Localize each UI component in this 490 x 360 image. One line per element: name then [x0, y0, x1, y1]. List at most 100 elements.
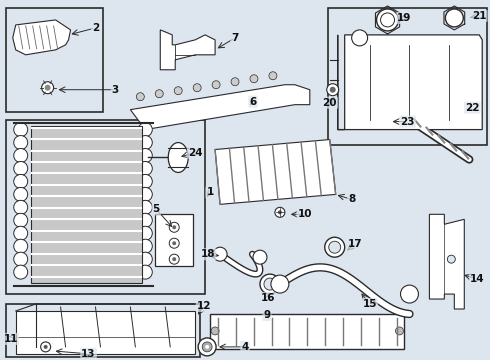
- Circle shape: [395, 327, 403, 335]
- Circle shape: [14, 265, 28, 279]
- Text: 20: 20: [322, 98, 337, 108]
- Circle shape: [169, 254, 179, 264]
- Text: 8: 8: [348, 194, 355, 204]
- Circle shape: [136, 93, 145, 101]
- Circle shape: [202, 342, 212, 352]
- Text: 6: 6: [249, 97, 257, 107]
- Circle shape: [138, 149, 152, 162]
- Circle shape: [14, 239, 28, 253]
- Circle shape: [138, 226, 152, 240]
- Text: 15: 15: [362, 299, 377, 309]
- Circle shape: [352, 30, 368, 46]
- Circle shape: [138, 162, 152, 175]
- Circle shape: [172, 225, 176, 229]
- Text: 3: 3: [112, 85, 119, 95]
- Text: 5: 5: [153, 204, 160, 214]
- Bar: [31, 126, 142, 283]
- Circle shape: [445, 9, 464, 27]
- Circle shape: [138, 265, 152, 279]
- Circle shape: [138, 123, 152, 136]
- Circle shape: [138, 239, 152, 253]
- Circle shape: [14, 149, 28, 162]
- Circle shape: [371, 112, 388, 127]
- Polygon shape: [130, 85, 310, 130]
- Circle shape: [211, 327, 219, 335]
- Text: 21: 21: [472, 11, 487, 21]
- Circle shape: [330, 87, 336, 93]
- Circle shape: [260, 274, 280, 294]
- Circle shape: [325, 237, 344, 257]
- Bar: [155, 214, 193, 266]
- Circle shape: [174, 87, 182, 95]
- Circle shape: [14, 175, 28, 188]
- Circle shape: [447, 255, 455, 263]
- Circle shape: [212, 81, 220, 89]
- Circle shape: [138, 188, 152, 201]
- Text: 16: 16: [261, 293, 275, 303]
- Circle shape: [278, 210, 282, 214]
- Bar: [6, 120, 205, 294]
- Polygon shape: [16, 311, 195, 354]
- Circle shape: [172, 241, 176, 245]
- Circle shape: [138, 252, 152, 266]
- Polygon shape: [13, 20, 71, 55]
- Circle shape: [138, 175, 152, 188]
- Ellipse shape: [168, 143, 188, 172]
- Circle shape: [155, 90, 163, 98]
- Polygon shape: [160, 30, 215, 70]
- Circle shape: [329, 241, 341, 253]
- Circle shape: [14, 213, 28, 227]
- Circle shape: [264, 278, 276, 290]
- Circle shape: [138, 201, 152, 214]
- Circle shape: [193, 84, 201, 92]
- Text: 23: 23: [400, 117, 415, 127]
- Text: 19: 19: [397, 13, 412, 23]
- Circle shape: [250, 75, 258, 83]
- Text: 18: 18: [201, 249, 216, 259]
- Bar: [6, 8, 103, 112]
- Circle shape: [138, 136, 152, 149]
- Circle shape: [172, 257, 176, 261]
- Text: 10: 10: [297, 209, 312, 219]
- Text: 13: 13: [81, 349, 96, 359]
- Circle shape: [14, 162, 28, 175]
- Circle shape: [198, 338, 216, 356]
- Circle shape: [14, 252, 28, 266]
- Circle shape: [41, 342, 50, 352]
- Text: 7: 7: [231, 33, 239, 43]
- Text: 1: 1: [206, 188, 214, 197]
- Circle shape: [377, 9, 398, 31]
- Circle shape: [14, 226, 28, 240]
- Circle shape: [14, 123, 28, 136]
- Text: 24: 24: [188, 148, 202, 158]
- Circle shape: [381, 13, 394, 27]
- Circle shape: [275, 207, 285, 217]
- Circle shape: [169, 238, 179, 248]
- Circle shape: [44, 345, 48, 349]
- Polygon shape: [338, 35, 482, 130]
- Bar: [210, 314, 404, 349]
- Text: 12: 12: [197, 301, 211, 311]
- Bar: [328, 8, 487, 144]
- Circle shape: [14, 201, 28, 214]
- Circle shape: [253, 250, 267, 264]
- Circle shape: [45, 85, 50, 91]
- Polygon shape: [215, 140, 336, 204]
- Circle shape: [269, 72, 277, 80]
- Text: 11: 11: [3, 334, 18, 344]
- Circle shape: [327, 84, 339, 96]
- Text: 17: 17: [347, 239, 362, 249]
- Text: 22: 22: [465, 103, 480, 113]
- Circle shape: [271, 275, 289, 293]
- Circle shape: [14, 188, 28, 201]
- Bar: [6, 304, 200, 357]
- Text: 14: 14: [470, 274, 485, 284]
- Circle shape: [169, 222, 179, 232]
- Circle shape: [400, 285, 418, 303]
- Text: 2: 2: [92, 23, 99, 33]
- Circle shape: [205, 345, 209, 349]
- Polygon shape: [429, 214, 465, 309]
- Circle shape: [213, 247, 227, 261]
- Circle shape: [138, 213, 152, 227]
- Circle shape: [375, 116, 384, 123]
